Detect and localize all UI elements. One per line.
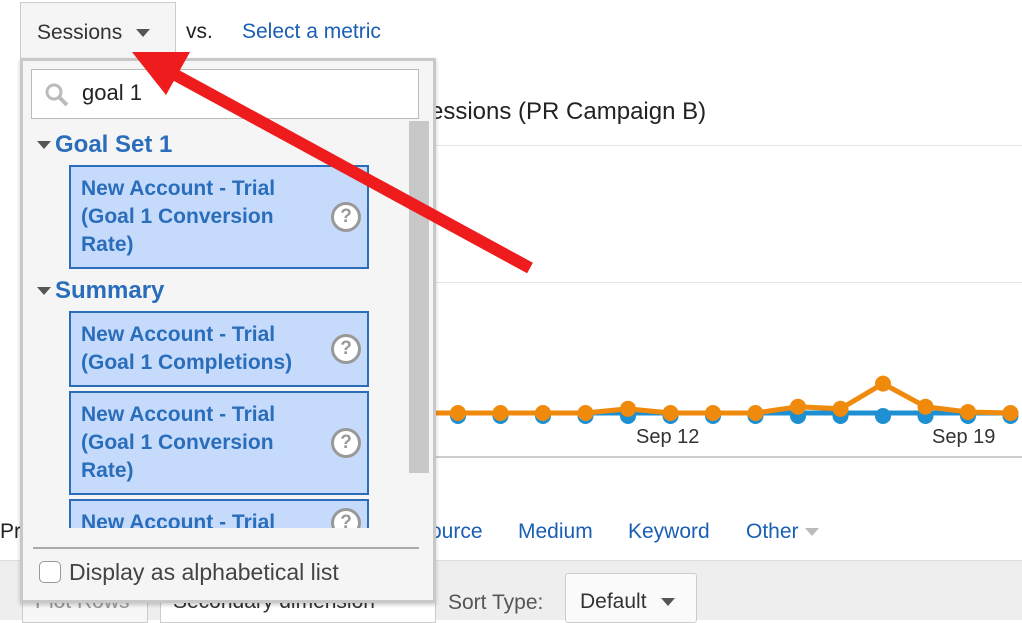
gridline: [430, 282, 1022, 283]
data-point[interactable]: [875, 408, 891, 424]
data-point[interactable]: [450, 405, 466, 421]
metric-option[interactable]: New Account - Trial (Goal 1 Completions)…: [69, 311, 369, 387]
sort-type-label: Sort Type:: [448, 591, 544, 614]
alphabetical-checkbox[interactable]: [39, 561, 61, 583]
data-point[interactable]: [620, 400, 636, 417]
tab-medium[interactable]: Medium: [518, 520, 593, 543]
gridline: [430, 145, 1022, 146]
chevron-down-icon: [660, 598, 675, 607]
metric-picker-panel: goal 1 Goal Set 1 New Account - Trial (G…: [20, 58, 436, 603]
group-goal-set-1[interactable]: Goal Set 1: [37, 131, 409, 159]
data-point[interactable]: [535, 405, 551, 421]
x-tick-label: Sep 19: [932, 426, 996, 448]
data-point[interactable]: [705, 405, 721, 421]
scrollbar[interactable]: [409, 121, 429, 473]
data-point[interactable]: [875, 375, 891, 392]
data-point[interactable]: [492, 405, 509, 421]
group-summary[interactable]: Summary: [37, 277, 409, 305]
x-axis: [430, 456, 1022, 458]
data-point[interactable]: [1002, 405, 1019, 421]
x-tick-label: Sep 12: [636, 426, 700, 448]
chevron-down-icon: [804, 528, 819, 537]
select-metric-link[interactable]: Select a metric: [242, 20, 381, 43]
data-point[interactable]: [662, 405, 679, 421]
metric-dropdown-button[interactable]: Sessions: [20, 2, 176, 58]
chevron-down-icon: [136, 29, 151, 38]
help-icon[interactable]: ?: [331, 508, 361, 528]
primary-dimension-label: Pr: [0, 520, 21, 543]
data-point[interactable]: [577, 405, 594, 421]
metric-list: Goal Set 1 New Account - Trial (Goal 1 C…: [23, 123, 409, 528]
help-icon[interactable]: ?: [331, 202, 361, 232]
metric-option[interactable]: New Account - Trial (Goal 1 Conversion R…: [69, 165, 369, 269]
metric-search-input[interactable]: goal 1: [31, 69, 419, 119]
tab-keyword[interactable]: Keyword: [628, 520, 710, 543]
data-point[interactable]: [790, 398, 806, 415]
data-point[interactable]: [917, 398, 934, 415]
alphabetical-list-option[interactable]: Display as alphabetical list: [39, 559, 339, 586]
metric-option[interactable]: New Account - Trial (Goal 1 Conversion R…: [69, 391, 369, 495]
data-point[interactable]: [960, 403, 976, 420]
divider: [33, 547, 419, 549]
line-chart: [420, 375, 1019, 424]
search-icon: [45, 83, 69, 107]
sort-type-dropdown[interactable]: Default: [565, 573, 697, 623]
data-point[interactable]: [747, 405, 764, 421]
help-icon[interactable]: ?: [331, 334, 361, 364]
help-icon[interactable]: ?: [331, 428, 361, 458]
vs-label: vs.: [186, 20, 213, 43]
metric-option[interactable]: New Account - Trial?: [69, 499, 369, 528]
tab-source[interactable]: ource: [430, 520, 483, 543]
tab-other[interactable]: Other: [746, 520, 819, 544]
data-point[interactable]: [832, 400, 849, 417]
metric-label: Sessions: [37, 21, 123, 44]
